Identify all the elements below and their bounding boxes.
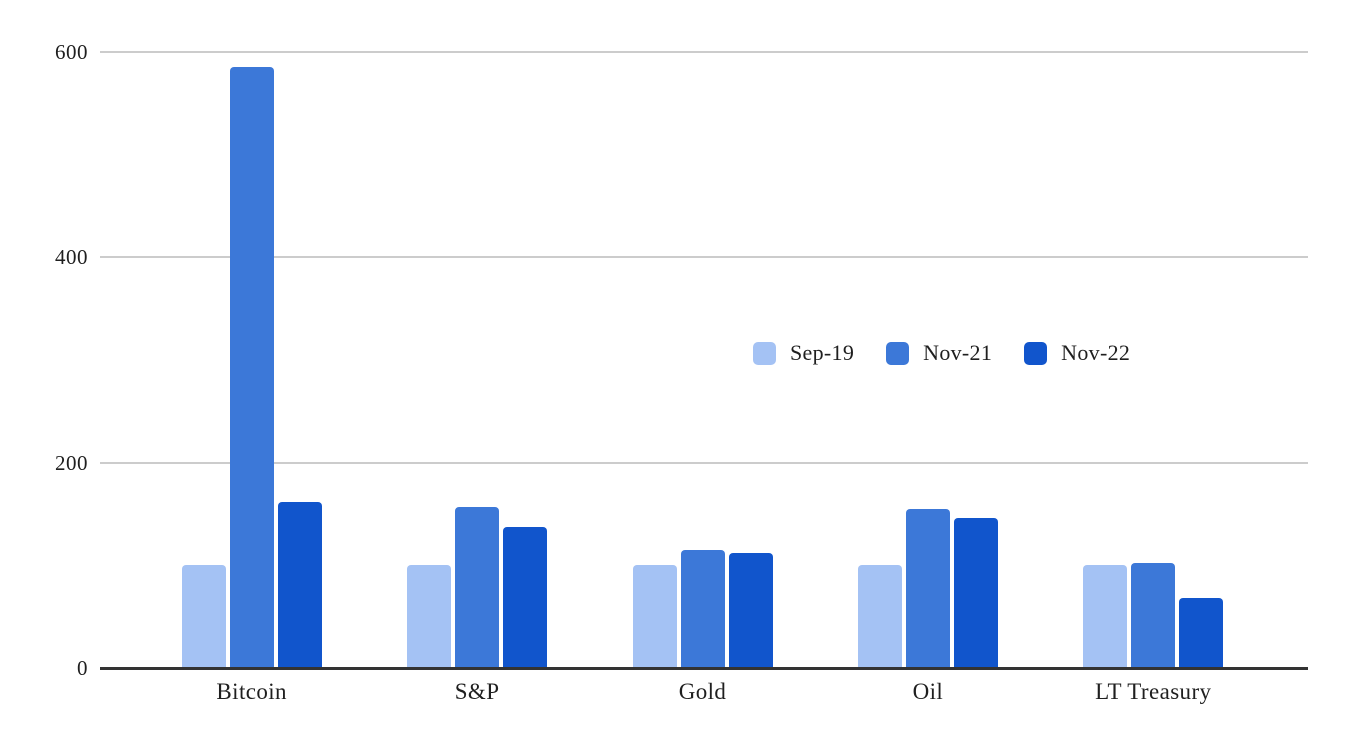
bar-oil-nov-22 [953, 517, 998, 668]
legend-item-nov-21: Nov-21 [886, 340, 992, 366]
x-axis-line [100, 667, 1308, 670]
bar-lt-treasury-nov-21 [1131, 563, 1176, 668]
legend-swatch-nov-22-icon [1024, 341, 1048, 365]
x-category-label-oil: Oil [912, 679, 944, 704]
bar-lt-treasury-sep-19 [1083, 565, 1128, 668]
legend-label-nov-21: Nov-21 [923, 340, 993, 365]
bar-gold-sep-19 [632, 565, 677, 668]
y-tick-label-0: 0 [77, 656, 88, 680]
legend: Sep-19 Nov-21 Nov-22 [753, 340, 1130, 366]
y-tick-label-200: 200 [55, 450, 88, 475]
bar-s-p-nov-21 [455, 506, 500, 668]
bar-lt-treasury-nov-22 [1179, 598, 1224, 668]
x-category-label-lt-treasury: LT Treasury [1095, 679, 1212, 704]
bar-bitcoin-sep-19 [181, 565, 226, 668]
y-tick-label-400: 400 [55, 245, 88, 269]
bar-bitcoin-nov-22 [277, 501, 322, 668]
gridline-200 [100, 461, 1308, 464]
bar-gold-nov-21 [680, 549, 725, 668]
gridline-600 [100, 50, 1308, 53]
legend-label-sep-19: Sep-19 [790, 340, 855, 365]
legend-item-nov-22: Nov-22 [1024, 340, 1130, 366]
legend-swatch-sep-19-icon [753, 341, 776, 365]
bar-s-p-nov-22 [503, 527, 548, 668]
x-category-label-bitcoin: Bitcoin [216, 679, 287, 704]
bar-oil-nov-21 [905, 508, 950, 668]
bar-gold-nov-22 [728, 552, 773, 668]
x-category-label-s-p: S&P [454, 679, 500, 704]
x-category-label-gold: Gold [678, 679, 727, 704]
bar-s-p-sep-19 [407, 565, 452, 668]
legend-label-nov-22: Nov-22 [1061, 340, 1131, 365]
gridline-400 [100, 256, 1308, 258]
bar-bitcoin-nov-21 [229, 66, 274, 668]
legend-swatch-nov-21-icon [886, 341, 910, 365]
legend-item-sep-19: Sep-19 [753, 340, 854, 366]
bar-oil-sep-19 [857, 565, 902, 668]
y-tick-label-600: 600 [55, 39, 88, 64]
